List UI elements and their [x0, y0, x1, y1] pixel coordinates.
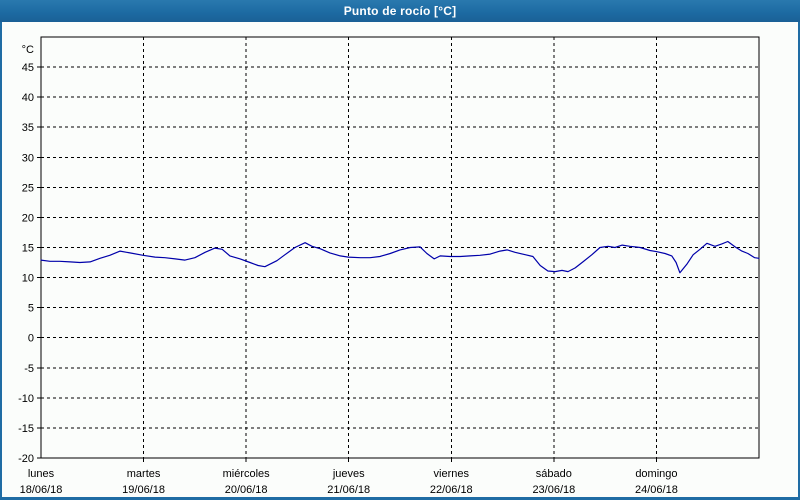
- svg-text:15: 15: [22, 243, 34, 255]
- day-name-label: lunes: [28, 468, 55, 480]
- svg-text:0: 0: [28, 333, 34, 345]
- svg-text:-5: -5: [24, 363, 34, 375]
- chart-title: Punto de rocío [°C]: [343, 4, 457, 18]
- day-name-label: miércoles: [223, 468, 271, 480]
- svg-text:-10: -10: [18, 393, 34, 405]
- svg-text:45: 45: [22, 62, 34, 74]
- day-date-label: 22/06/18: [430, 484, 473, 496]
- chart-canvas: °C 45 40 35 30 25 20 15 10 5 0 -5 -10 -15 -20 lunes 18/0…: [2, 22, 798, 497]
- day-date-label: 21/06/18: [327, 484, 370, 496]
- svg-text:°C: °C: [22, 44, 34, 56]
- day-date-label: 18/06/18: [20, 484, 63, 496]
- day-name-label: domingo: [635, 468, 677, 480]
- svg-text:5: 5: [28, 303, 34, 315]
- axis-ticks: [37, 66, 657, 462]
- day-name-label: viernes: [434, 468, 470, 480]
- svg-text:25: 25: [22, 182, 34, 194]
- day-name-label: sábado: [536, 468, 572, 480]
- svg-text:-15: -15: [18, 423, 34, 435]
- dewpoint-line: [40, 240, 760, 274]
- chart-title-bar: Punto de rocío [°C]: [0, 0, 800, 22]
- chart-svg: °C 45 40 35 30 25 20 15 10 5 0 -5 -10 -15 -20 lunes 18/0…: [18, 36, 760, 496]
- day-date-label: 24/06/18: [635, 484, 678, 496]
- day-date-label: 23/06/18: [532, 484, 575, 496]
- svg-text:35: 35: [22, 122, 34, 134]
- svg-text:10: 10: [22, 273, 34, 285]
- day-name-label: martes: [127, 468, 161, 480]
- y-axis-labels: °C 45 40 35 30 25 20 15 10 5 0 -5 -10 -15 -20: [18, 44, 34, 465]
- day-date-label: 19/06/18: [122, 484, 165, 496]
- svg-text:-20: -20: [18, 453, 34, 465]
- svg-text:20: 20: [22, 212, 34, 224]
- x-axis-labels: lunes 18/06/18 martes 19/06/18 miércoles 20/0…: [20, 468, 678, 496]
- plot-border: [40, 36, 760, 459]
- svg-text:30: 30: [22, 152, 34, 164]
- gridlines: [41, 37, 759, 458]
- day-name-label: jueves: [332, 468, 365, 480]
- svg-text:40: 40: [22, 92, 34, 104]
- day-date-label: 20/06/18: [225, 484, 268, 496]
